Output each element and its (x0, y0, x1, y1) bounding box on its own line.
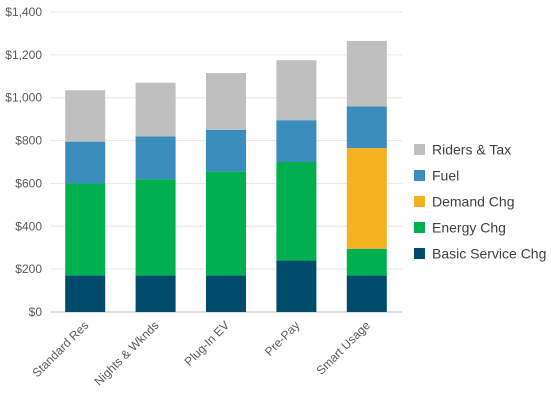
legend-swatch (414, 144, 425, 155)
bar-basic-service-chg (65, 275, 106, 312)
bar-riders-and-tax (206, 73, 246, 130)
legend-swatch (414, 170, 425, 181)
legend-label: Fuel (432, 168, 459, 184)
x-tick-label: Plug-In EV (182, 318, 232, 368)
bar-basic-service-chg (206, 275, 246, 312)
legend-item-riders-and-tax: Riders & Tax (414, 142, 511, 158)
bar-stack-nights-and-wknds (135, 82, 176, 312)
y-tick-label: $1,200 (5, 48, 42, 62)
bar-riders-and-tax (276, 60, 317, 121)
bar-fuel (135, 136, 176, 180)
bar-riders-and-tax (135, 82, 176, 137)
bar-fuel (346, 106, 387, 149)
bars (65, 40, 387, 312)
legend-label: Demand Chg (432, 194, 515, 210)
bar-fuel (206, 129, 246, 172)
bar-basic-service-chg (276, 260, 317, 312)
x-tick-label: Nights & Wknds (91, 318, 161, 388)
bar-basic-service-chg (135, 275, 176, 312)
y-tick-label: $1,000 (5, 91, 42, 105)
legend-label: Riders & Tax (432, 142, 511, 158)
bar-basic-service-chg (346, 275, 387, 312)
bar-riders-and-tax (65, 90, 106, 142)
bar-energy-chg (65, 183, 106, 276)
y-tick-label: $400 (15, 219, 42, 233)
y-axis-ticks: $0 $200 $400 $600 $800 $1,000 $1,200 $1,400 (5, 5, 42, 319)
x-tick-label: Smart Usage (314, 318, 374, 378)
y-tick-label: $800 (15, 134, 42, 148)
legend-item-energy-chg: Energy Chg (414, 220, 506, 236)
bar-fuel (65, 141, 106, 184)
bar-stack-standard-res (65, 90, 106, 312)
legend-item-basic-service-chg: Basic Service Chg (414, 246, 546, 262)
bar-riders-and-tax (346, 40, 387, 107)
bar-stack-pre-pay (276, 60, 317, 312)
legend-swatch (414, 248, 425, 259)
bar-demand-chg (346, 148, 387, 249)
bar-energy-chg (206, 171, 246, 276)
bar-energy-chg (276, 162, 317, 261)
x-axis-ticks: Standard Res Nights & Wknds Plug-In EV Pre-… (30, 318, 374, 388)
bar-stack-smart-usage (346, 40, 387, 312)
legend-swatch (414, 196, 425, 207)
legend-label: Basic Service Chg (432, 246, 546, 262)
y-tick-label: $1,400 (5, 5, 42, 19)
legend: Riders & Tax Fuel Demand Chg Energy Chg Basi… (414, 142, 546, 262)
legend-item-fuel: Fuel (414, 168, 459, 184)
y-tick-label: $0 (29, 305, 43, 319)
legend-label: Energy Chg (432, 220, 506, 236)
bar-stack-plug-in-ev (206, 73, 246, 312)
bar-energy-chg (135, 179, 176, 276)
x-tick-label: Standard Res (30, 318, 92, 380)
y-tick-label: $600 (15, 176, 42, 190)
bar-energy-chg (346, 248, 387, 276)
legend-item-demand-chg: Demand Chg (414, 194, 515, 210)
bar-fuel (276, 120, 317, 162)
y-tick-label: $200 (15, 262, 42, 276)
x-tick-label: Pre-Pay (262, 318, 303, 359)
legend-swatch (414, 222, 425, 233)
